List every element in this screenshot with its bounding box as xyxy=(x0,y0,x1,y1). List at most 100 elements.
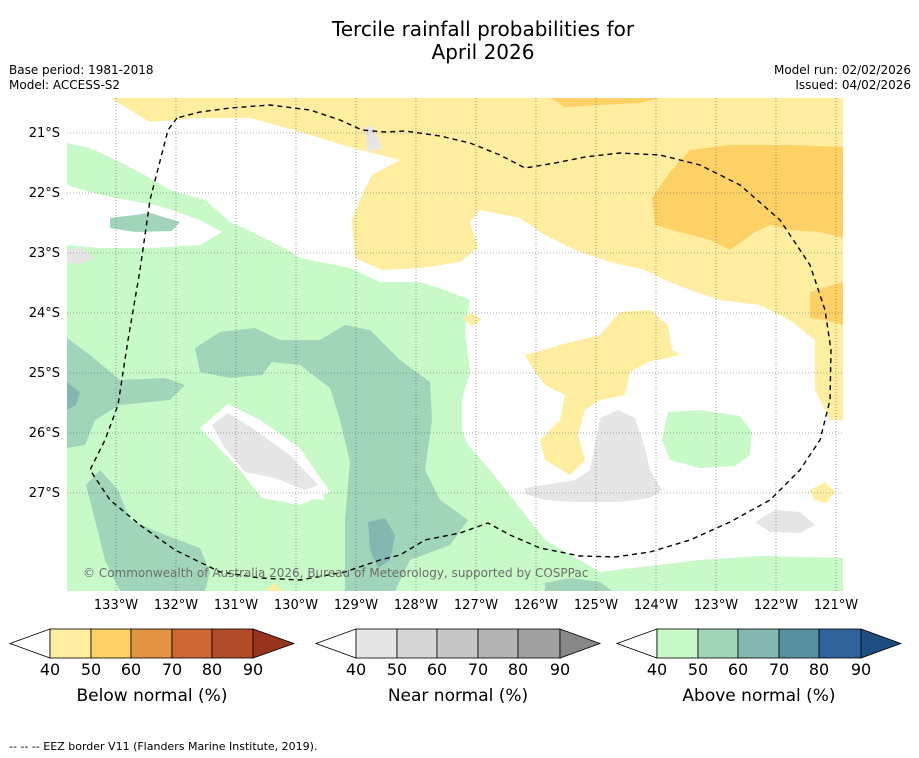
colorbar-near-segment-50 xyxy=(396,628,438,659)
lon-label-128w: 128°W xyxy=(393,598,439,613)
lon-label-127w: 127°W xyxy=(453,598,499,613)
near-normal-40-region-south xyxy=(525,410,662,502)
colorbar-near-segment-80 xyxy=(517,628,561,659)
colorbar-above-segment-60 xyxy=(737,628,780,659)
cbar-above-tick-70: 70 xyxy=(768,660,790,679)
colorbar-above-segment-70 xyxy=(778,628,820,659)
lat-label-22s: 22°S xyxy=(28,186,60,201)
cbar-above-title: Above normal (%) xyxy=(682,686,836,706)
map-plot-area xyxy=(67,98,843,591)
map-title: Tercile rainfall probabilities for April… xyxy=(0,18,919,64)
cbar-above-tick-90: 90 xyxy=(850,660,872,679)
lat-label-27s: 27°S xyxy=(28,486,60,501)
colorbar-near-segment-40 xyxy=(355,628,398,659)
base-period: Base period: 1981-2018 xyxy=(9,63,154,77)
lon-label-126w: 126°W xyxy=(513,598,559,613)
colorbar-below xyxy=(8,628,296,659)
cbar-near-tick-90: 90 xyxy=(549,660,571,679)
copyright-text: © Commonwealth of Australia 2026, Bureau… xyxy=(83,566,588,580)
cbar-above-tick-50: 50 xyxy=(687,660,709,679)
cbar-below-tick-90: 90 xyxy=(242,660,264,679)
lon-label-121w: 121°W xyxy=(813,598,859,613)
lat-label-21s: 21°S xyxy=(28,126,60,141)
near-normal-40-region-southwest xyxy=(212,413,318,490)
lon-label-130w: 130°W xyxy=(273,598,319,613)
below-normal-50-region-east xyxy=(652,145,843,250)
lat-label-25s: 25°S xyxy=(28,366,60,381)
colorbar-near xyxy=(314,628,602,659)
lon-label-131w: 131°W xyxy=(213,598,259,613)
lat-label-26s: 26°S xyxy=(28,426,60,441)
normal-gap-north xyxy=(67,98,340,150)
model-run: Model run: 02/02/2026 xyxy=(773,63,911,77)
colorbar-below-segment-40 xyxy=(49,628,92,659)
cbar-below-tick-40: 40 xyxy=(39,660,61,679)
model-name: Model: ACCESS-S2 xyxy=(9,78,121,92)
lon-label-124w: 124°W xyxy=(633,598,679,613)
near-normal-40-region-north xyxy=(365,125,382,152)
cbar-near-tick-80: 80 xyxy=(507,660,529,679)
title-line-2: April 2026 xyxy=(431,40,535,64)
below-normal-40-region-north xyxy=(110,98,843,420)
cbar-below-tick-60: 60 xyxy=(120,660,142,679)
near-normal-40-region-west xyxy=(67,248,95,264)
meta-left: Base period: 1981-2018 Model: ACCESS-S2 xyxy=(9,63,154,93)
issued-date: Issued: 04/02/2026 xyxy=(795,78,911,92)
eez-border xyxy=(89,104,832,581)
lat-label-23s: 23°S xyxy=(28,246,60,261)
colorbar-near-over-arrow xyxy=(559,628,602,659)
above-normal-50-region-mid xyxy=(195,325,468,591)
cbar-above-tick-40: 40 xyxy=(646,660,668,679)
cbar-near-tick-50: 50 xyxy=(386,660,408,679)
above-normal-60-region-south xyxy=(368,518,395,568)
colorbar-above-segment-40 xyxy=(656,628,699,659)
lon-label-132w: 132°W xyxy=(153,598,199,613)
colorbar-near-segment-70 xyxy=(477,628,519,659)
below-normal-40-region-south xyxy=(265,583,282,591)
colorbar-near-under-arrow xyxy=(314,628,357,659)
cbar-below-tick-70: 70 xyxy=(161,660,183,679)
colorbar-below-segment-80 xyxy=(211,628,254,659)
near-normal-40-region-east xyxy=(755,510,815,533)
lon-label-122w: 122°W xyxy=(753,598,799,613)
lon-label-125w: 125°W xyxy=(573,598,619,613)
cbar-below-tick-50: 50 xyxy=(80,660,102,679)
lat-label-24s: 24°S xyxy=(28,306,60,321)
colorbar-below-segment-50 xyxy=(90,628,132,659)
colorbar-below-segment-70 xyxy=(171,628,213,659)
lon-label-129w: 129°W xyxy=(333,598,379,613)
colorbar-below-segment-60 xyxy=(130,628,173,659)
cbar-near-tick-60: 60 xyxy=(426,660,448,679)
cbar-below-tick-80: 80 xyxy=(201,660,223,679)
below-normal-50-region-north xyxy=(550,98,660,107)
cbar-above-tick-60: 60 xyxy=(727,660,749,679)
colorbar-near-segment-60 xyxy=(436,628,479,659)
above-normal-50-region-north xyxy=(110,213,180,232)
cbar-near-tick-40: 40 xyxy=(345,660,367,679)
colorbar-above-segment-80 xyxy=(818,628,862,659)
below-normal-40-region-center xyxy=(525,310,680,475)
cbar-below-title: Below normal (%) xyxy=(76,686,228,706)
colorbar-above-segment-50 xyxy=(697,628,739,659)
cbar-near-tick-70: 70 xyxy=(467,660,489,679)
below-normal-40-region-small-east xyxy=(810,482,835,503)
eez-border-legend: -- -- -- EEZ border V11 (Flanders Marine… xyxy=(9,740,318,753)
above-normal-50-region-west xyxy=(67,338,185,448)
colorbar-below-under-arrow xyxy=(8,628,51,659)
cbar-near-title: Near normal (%) xyxy=(387,686,529,706)
colorbar-above-over-arrow xyxy=(860,628,903,659)
map-gridlines xyxy=(67,98,843,591)
above-normal-50-region-southeast xyxy=(545,578,612,591)
colorbar-above-under-arrow xyxy=(615,628,658,659)
title-line-1: Tercile rainfall probabilities for xyxy=(331,17,635,41)
cbar-above-tick-80: 80 xyxy=(808,660,830,679)
below-normal-40-region-small xyxy=(462,313,482,326)
meta-right: Model run: 02/02/2026 Issued: 04/02/2026 xyxy=(774,63,911,93)
colorbar-below-over-arrow xyxy=(252,628,296,659)
lon-label-133w: 133°W xyxy=(93,598,139,613)
above-normal-40-region-east xyxy=(662,410,752,468)
below-normal-50-region-southeast xyxy=(810,282,843,325)
lon-label-123w: 123°W xyxy=(693,598,739,613)
colorbar-above xyxy=(615,628,903,659)
